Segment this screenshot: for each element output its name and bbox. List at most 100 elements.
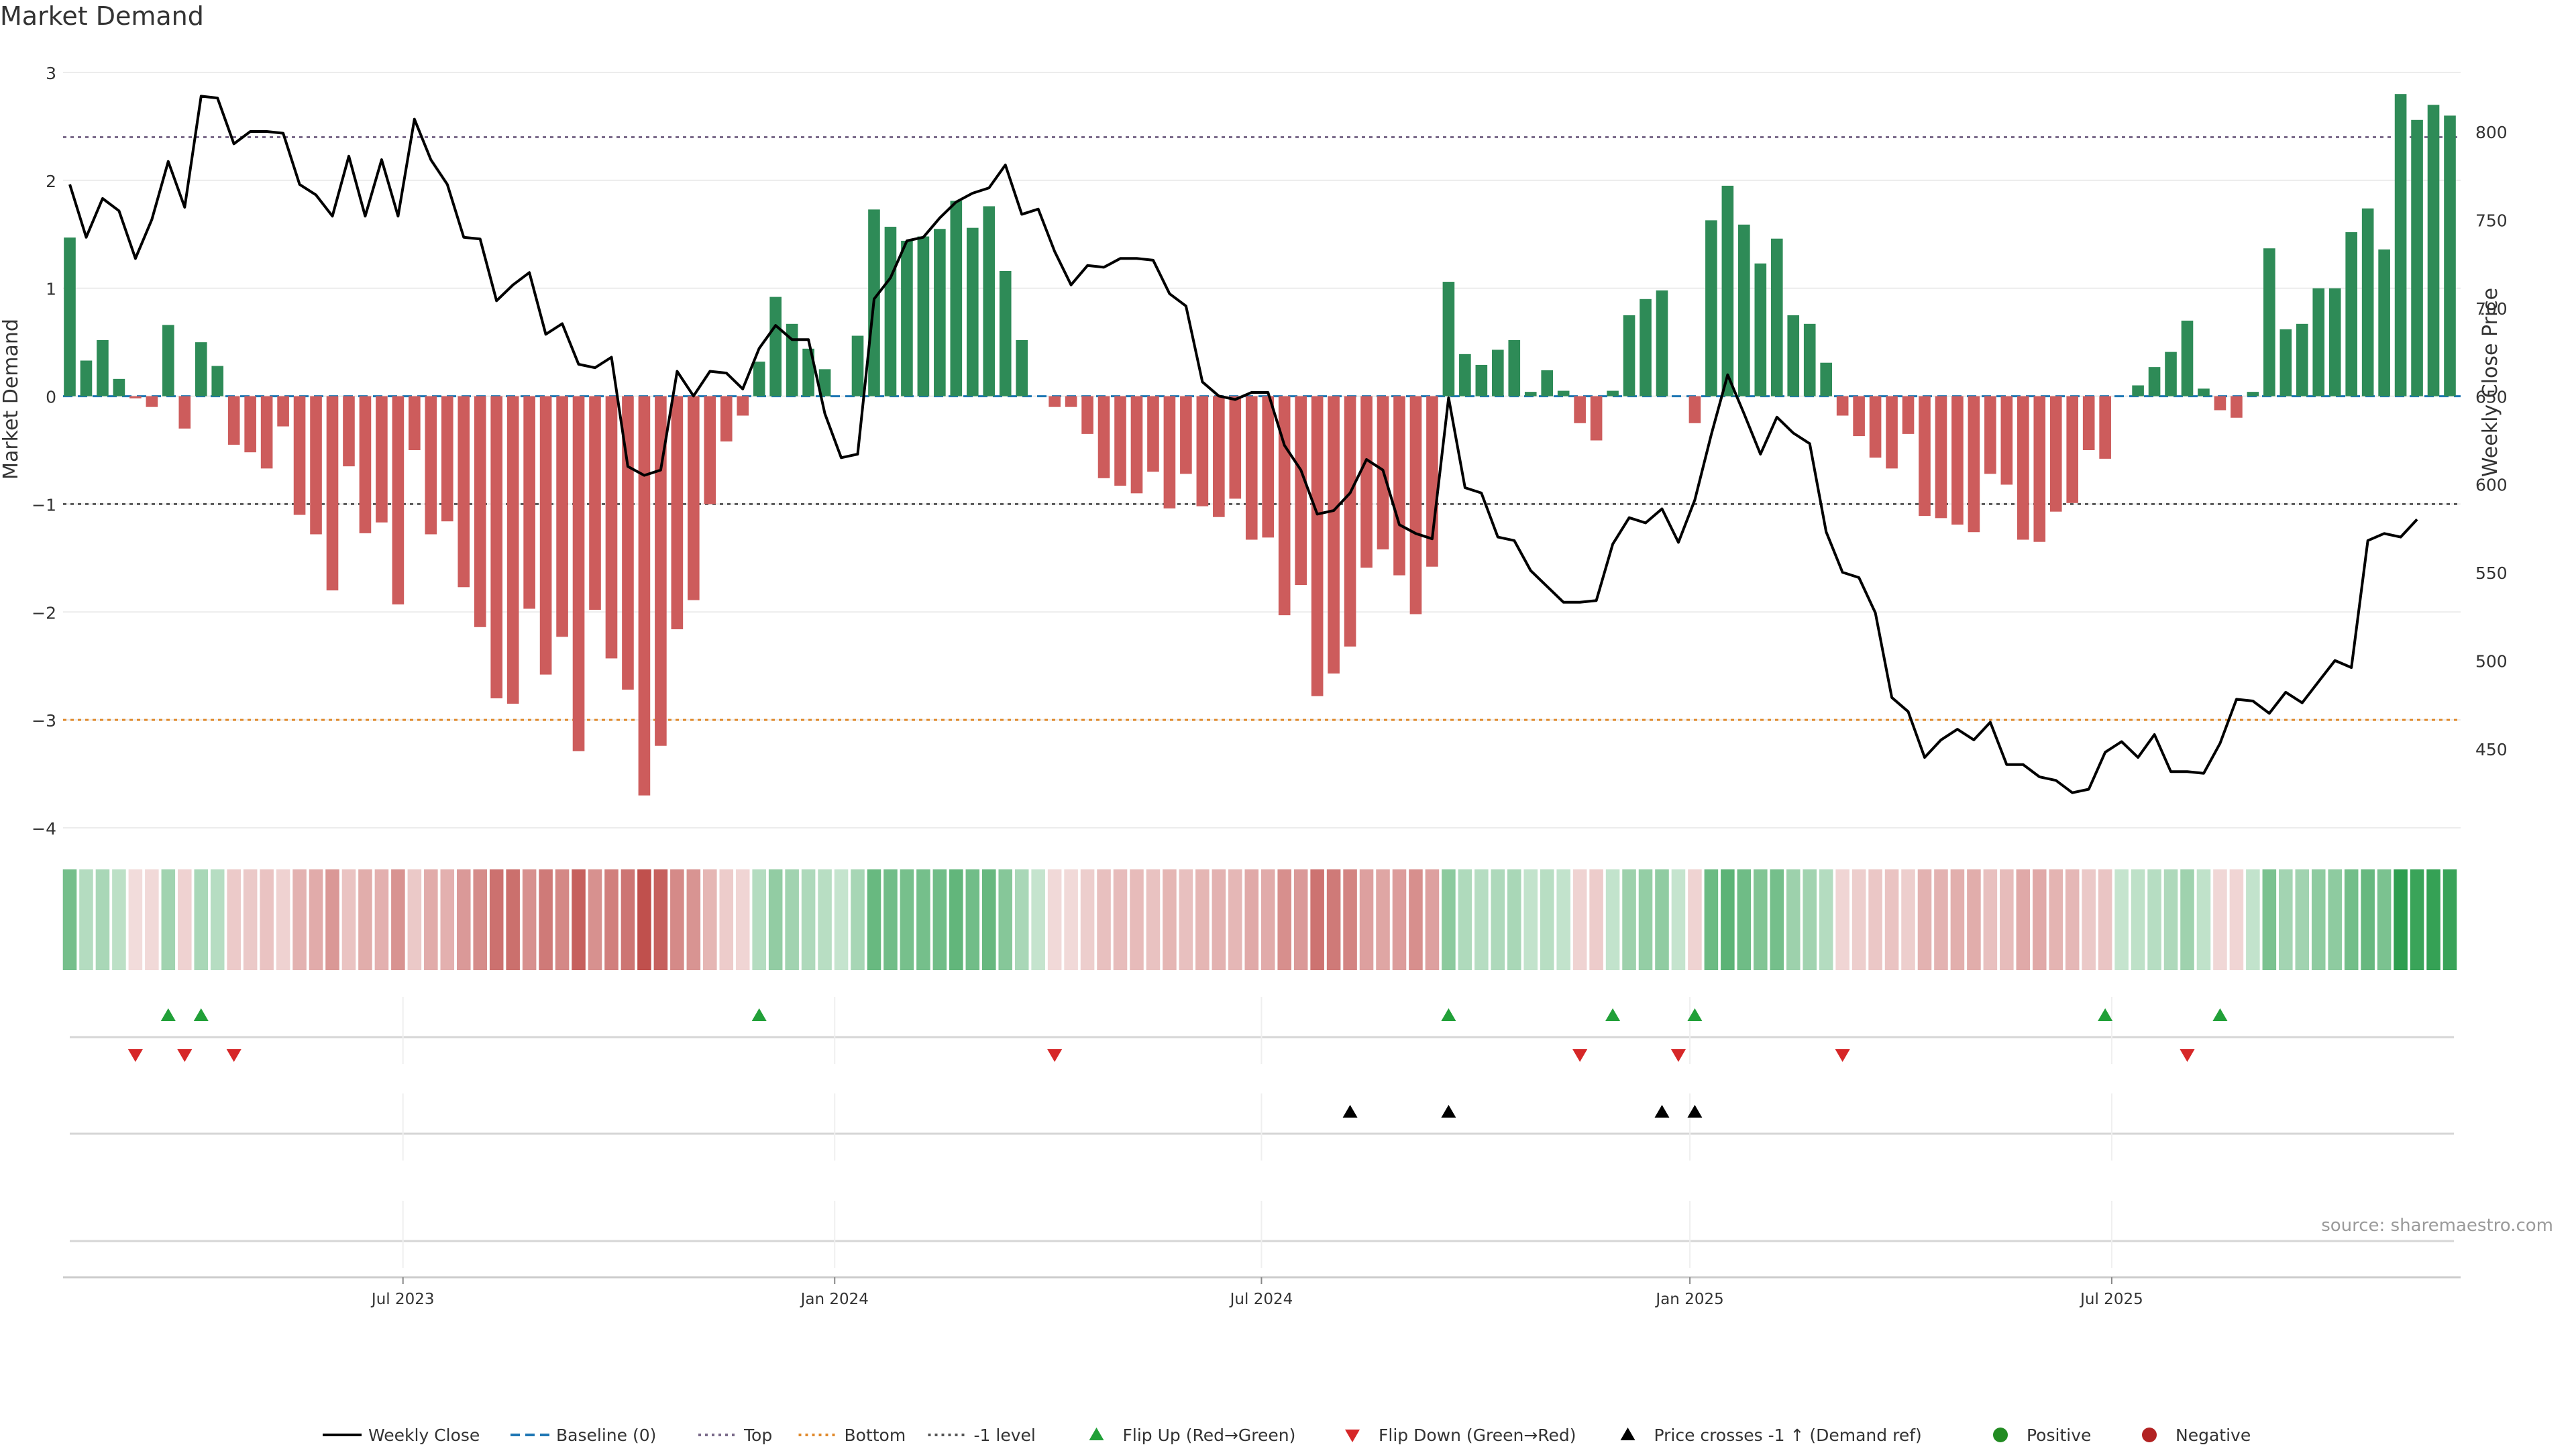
heat-cell: [2213, 869, 2227, 970]
heat-cell: [210, 869, 225, 970]
legend-item-flip-down: Flip Down (Green→Red): [1345, 1426, 1576, 1445]
x-tick-label: Jul 2024: [1229, 1291, 1293, 1308]
positive-bar: [80, 360, 93, 396]
positive-bar: [195, 342, 207, 396]
flip-up-marker: [160, 1008, 176, 1021]
y-axis-title: Market Demand: [0, 319, 23, 480]
legend-swatch: [1345, 1430, 1360, 1442]
heat-cell: [851, 869, 865, 970]
negative-bar: [409, 396, 421, 450]
positive-bar: [2247, 392, 2259, 396]
heat-cell: [522, 869, 537, 970]
positive-bar: [2165, 352, 2177, 396]
heat-cell: [1179, 869, 1193, 970]
legend-label: Weekly Close: [368, 1426, 480, 1445]
heat-cell: [1622, 869, 1636, 970]
flip-up-marker: [193, 1008, 209, 1021]
heat-cell: [1031, 869, 1045, 970]
negative-bar: [589, 396, 601, 610]
heat-cell: [1442, 869, 1456, 970]
heat-cell: [374, 869, 389, 970]
negative-bar: [474, 396, 486, 627]
negative-bar: [343, 396, 355, 467]
legend-item-baseline: Baseline (0): [511, 1426, 656, 1445]
heat-cell: [653, 869, 668, 970]
negative-bar: [556, 396, 568, 637]
heat-cell: [276, 869, 290, 970]
negative-bar: [2033, 396, 2046, 542]
heat-cell: [932, 869, 947, 970]
positive-bar: [2378, 249, 2390, 396]
heat-cell: [998, 869, 1013, 970]
heat-cell: [1950, 869, 1965, 970]
heat-cell: [489, 869, 504, 970]
negative-bar: [1295, 396, 1307, 586]
heat-cell: [818, 869, 832, 970]
negative-bar: [1065, 396, 1077, 407]
positive-bar: [917, 236, 930, 396]
heat-cell: [1244, 869, 1259, 970]
negative-bar: [1180, 396, 1192, 474]
negative-bar: [227, 396, 240, 445]
heat-cell: [1655, 869, 1669, 970]
heat-cell: [719, 869, 734, 970]
x-tick-label: Jul 2023: [370, 1291, 435, 1308]
heat-cell: [785, 869, 799, 970]
positive-bar: [1640, 299, 1652, 396]
heat-cell: [867, 869, 881, 970]
heat-cell: [965, 869, 980, 970]
legend-item-top: Top: [698, 1426, 772, 1445]
axes: Market Demand Weekly Close Price: [0, 288, 2502, 480]
heat-cell: [2426, 869, 2440, 970]
heat-cell: [1326, 869, 1341, 970]
negative-bar: [425, 396, 437, 535]
x-tick-label: Jan 2025: [1654, 1291, 1723, 1308]
positive-bar: [1508, 339, 1521, 396]
legend-item-price-cross: Price crosses -1 ↑ (Demand ref): [1620, 1426, 1922, 1445]
heat-cell: [2131, 869, 2145, 970]
heat-cell: [2163, 869, 2178, 970]
heat-cell: [1819, 869, 1833, 970]
y-tick-label: 2: [46, 172, 56, 191]
x-axis: Jul 2023 Jan 2024 Jul 2024 Jan 2025 Jul 2025: [63, 1276, 2461, 1308]
negative-bar: [1886, 396, 1898, 469]
y-tick-label: −4: [32, 819, 56, 839]
heat-cell: [2229, 869, 2244, 970]
y2-tick-label: 800: [2475, 123, 2508, 142]
heat-cell: [1130, 869, 1144, 970]
negative-bar: [490, 396, 503, 698]
positive-bar: [1721, 185, 1734, 396]
heat-cell: [473, 869, 488, 970]
positive-bar: [2444, 115, 2456, 396]
negative-bar: [655, 396, 667, 746]
negative-bar: [638, 396, 651, 796]
heat-cell: [358, 869, 372, 970]
positive-bar: [1754, 263, 1767, 396]
heat-cell: [2065, 869, 2080, 970]
positive-bar: [818, 369, 831, 396]
heat-cell: [1097, 869, 1111, 970]
positive-bar: [1524, 392, 1537, 396]
heat-cell: [703, 869, 717, 970]
positive-bar: [934, 229, 946, 396]
negative-bar: [310, 396, 322, 535]
positive-bar: [2345, 232, 2357, 396]
negative-bar: [2017, 396, 2029, 540]
heat-cell: [506, 869, 520, 970]
negative-bar: [441, 396, 453, 522]
heat-cell: [1212, 869, 1226, 970]
negative-bar: [1081, 396, 1093, 434]
negative-bar: [2099, 396, 2111, 459]
legend-item-positive: Positive: [1993, 1426, 2091, 1445]
heat-cell: [2361, 869, 2375, 970]
heat-cell: [161, 869, 176, 970]
negative-bar: [392, 396, 405, 605]
heat-cell: [325, 869, 339, 970]
heat-cell: [1770, 869, 1784, 970]
source-credit: source: sharemaestro.com: [2321, 1216, 2553, 1236]
heat-cell: [604, 869, 619, 970]
heat-cell: [1163, 869, 1177, 970]
heat-cell: [621, 869, 635, 970]
heat-cell: [1260, 869, 1275, 970]
negative-bar: [2066, 396, 2079, 503]
